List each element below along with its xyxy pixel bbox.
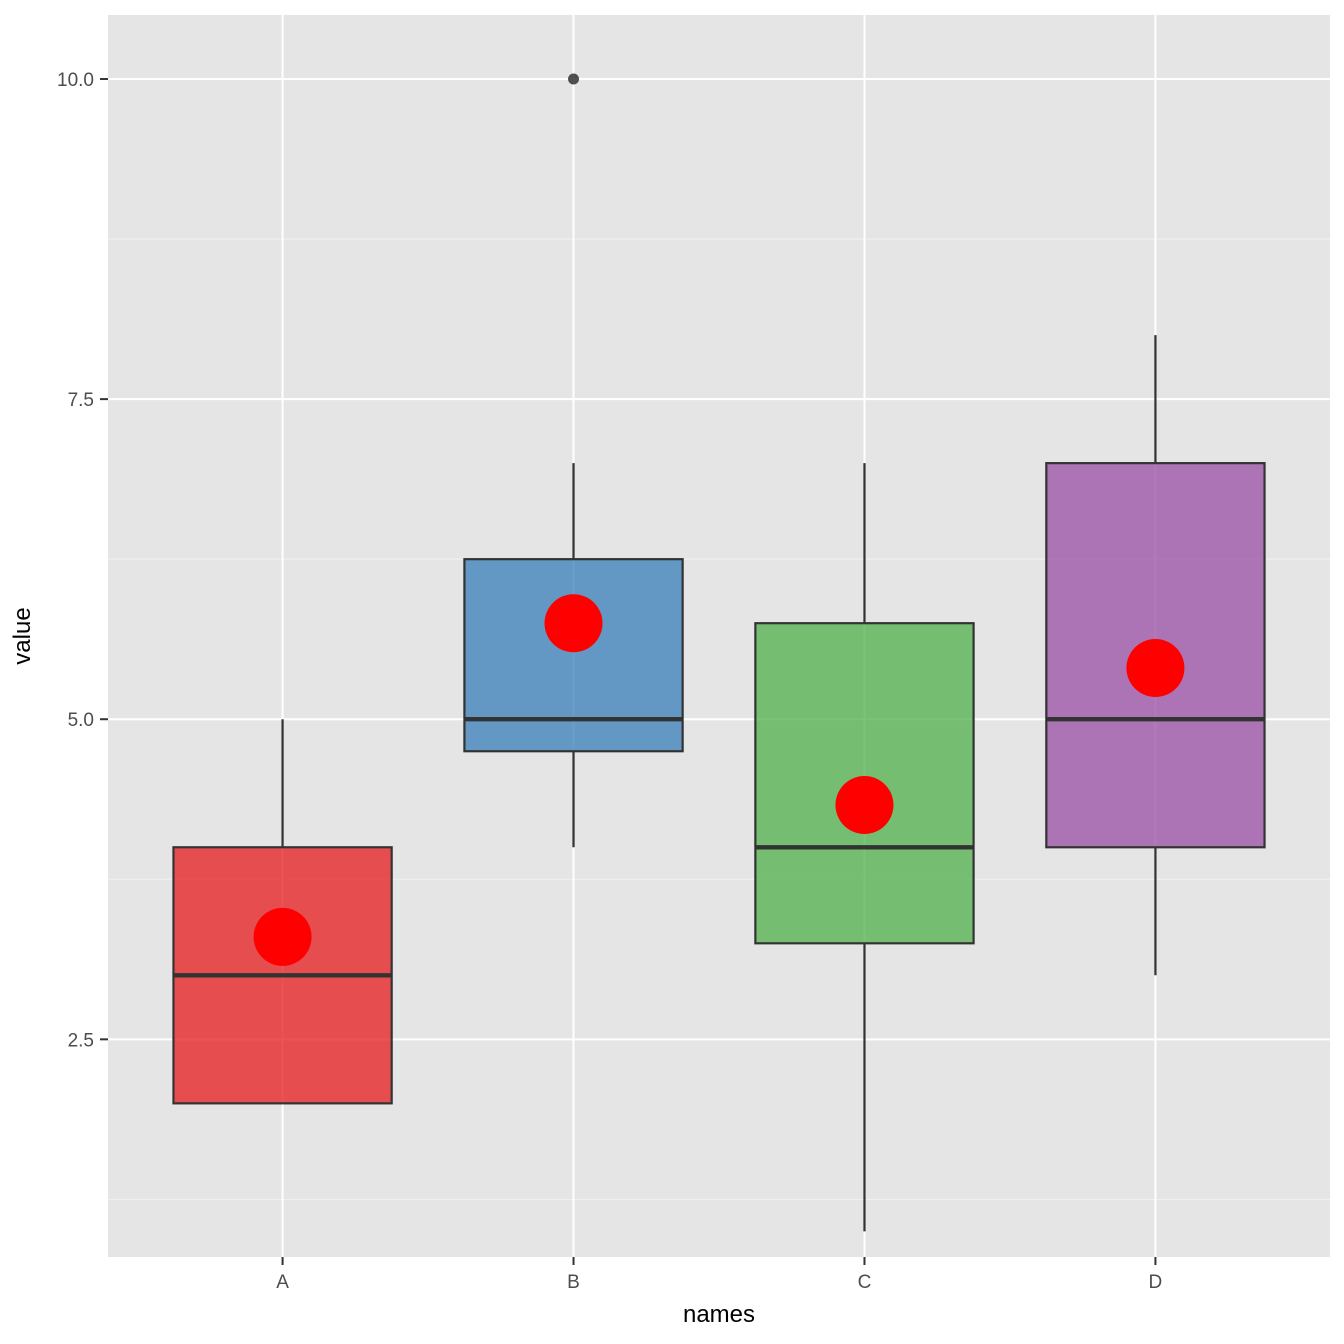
box-body <box>463 558 684 753</box>
x-tick-label: A <box>276 1272 289 1293</box>
means-layer <box>253 594 1185 966</box>
y-tick-label: 10.0 <box>57 70 94 91</box>
y-tick-label: 7.5 <box>68 390 94 411</box>
y-tick-label: 2.5 <box>68 1030 94 1051</box>
y-axis-title: value <box>9 607 36 664</box>
x-axis: A B C D <box>276 1257 1162 1293</box>
mean-point-C <box>835 776 894 835</box>
x-axis-title: names <box>683 1301 755 1328</box>
mean-point-B <box>544 594 603 653</box>
outlier-point <box>568 73 580 85</box>
x-tick-label: C <box>858 1272 872 1293</box>
x-tick-label: D <box>1149 1272 1163 1293</box>
y-axis: 2.5 5.0 7.5 10.0 <box>57 70 108 1051</box>
mean-point-D <box>1126 639 1185 698</box>
box-B <box>463 73 684 848</box>
y-tick-label: 5.0 <box>68 710 94 731</box>
box-A <box>172 719 393 1105</box>
mean-point-A <box>253 907 312 966</box>
x-tick-label: B <box>567 1272 580 1293</box>
